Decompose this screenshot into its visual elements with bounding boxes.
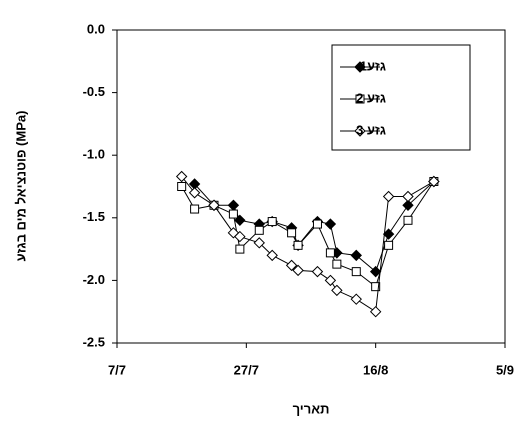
data-point (350, 249, 362, 262)
data-point (228, 209, 238, 219)
data-point (369, 305, 382, 318)
data-point (311, 265, 324, 278)
x-tick-label: 5/9 (496, 362, 514, 377)
data-point (324, 218, 337, 230)
y-tick-label: -1.5 (83, 209, 105, 224)
data-point (324, 274, 337, 287)
series-line (181, 176, 435, 313)
data-point (175, 170, 188, 183)
legend-label: גזע 3 (356, 122, 386, 137)
data-point (253, 237, 265, 249)
data-point (371, 282, 381, 292)
y-tick-label: -1.0 (83, 147, 105, 162)
data-point (234, 230, 246, 243)
data-point (208, 199, 220, 211)
legend-marker (355, 94, 365, 104)
data-point (254, 225, 264, 235)
data-point (350, 293, 362, 305)
data-point (293, 240, 303, 250)
y-axis-label: פוטנציאל מים בגזע (MPa) (13, 111, 28, 262)
y-tick-label: -0.5 (83, 84, 105, 99)
data-point (331, 284, 343, 297)
data-point (384, 240, 394, 250)
data-point (428, 175, 440, 188)
data-point (351, 267, 361, 277)
data-point (267, 217, 277, 227)
legend-marker (354, 125, 366, 137)
data-point (287, 228, 297, 238)
legend-label: גזע 2 (356, 90, 386, 105)
data-point (235, 244, 245, 254)
data-point (188, 187, 201, 199)
legend-box (331, 44, 471, 151)
x-tick-label: 7/7 (108, 362, 126, 377)
data-point (402, 199, 414, 211)
data-point (332, 259, 342, 269)
data-point (285, 259, 298, 272)
legend-label: גזע1 (360, 58, 386, 73)
data-point (382, 190, 395, 203)
x-tick-label: 16/8 (363, 362, 388, 377)
data-point (403, 215, 413, 225)
data-point (325, 248, 335, 258)
x-axis-label: תאריך (293, 401, 330, 416)
legend-marker (354, 61, 366, 73)
data-point (227, 199, 240, 211)
data-point (382, 228, 395, 240)
plot-frame (116, 29, 506, 344)
y-tick-label: -2.5 (83, 334, 105, 349)
data-point (369, 265, 382, 278)
data-point (292, 264, 304, 277)
x-tick-label: 27/7 (234, 362, 259, 377)
data-point (190, 204, 200, 214)
data-point (312, 219, 322, 229)
data-point (402, 190, 414, 203)
y-tick-label: -2.0 (83, 272, 105, 287)
data-point (177, 182, 187, 191)
y-tick-label: 0.0 (87, 21, 105, 36)
data-point (266, 249, 278, 262)
